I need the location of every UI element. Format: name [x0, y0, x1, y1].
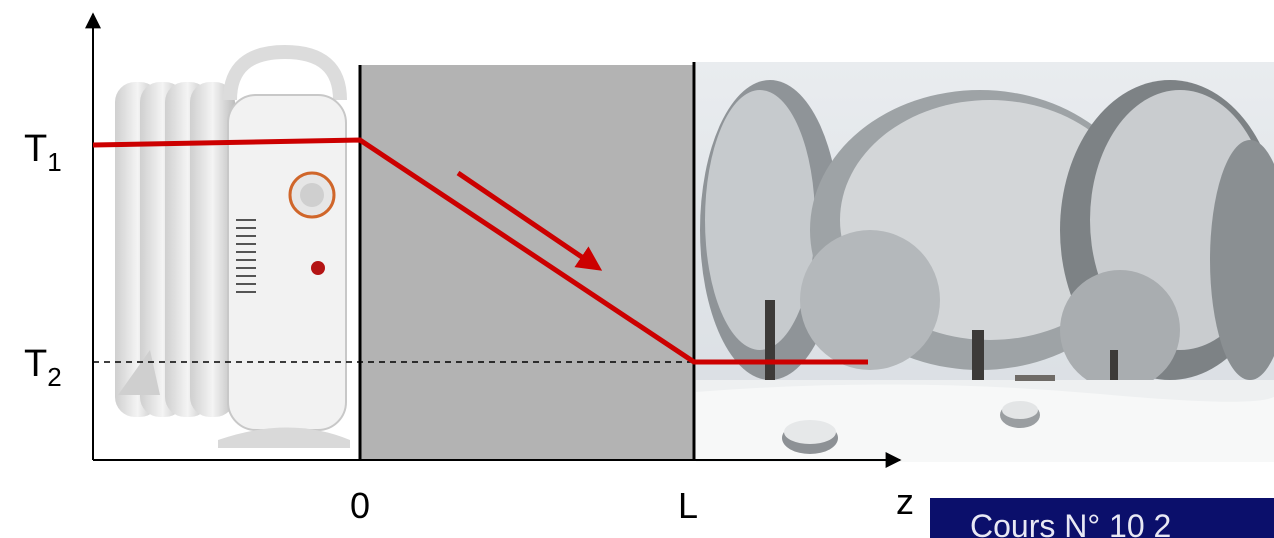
- t1-main: T: [24, 128, 48, 170]
- heat-flux-arrow: [456, 170, 603, 271]
- temperature-profile: [92, 137, 868, 365]
- x-tick-L: L: [678, 485, 699, 526]
- course-badge: Cours N° 10 2: [930, 498, 1274, 538]
- t1-label: T1: [24, 130, 62, 175]
- t2-main: T: [24, 343, 48, 385]
- x-axis-label-z: z: [896, 481, 914, 522]
- radiator-image: [115, 44, 350, 448]
- t2-label: T2: [24, 345, 62, 390]
- wall-slab: [360, 65, 694, 460]
- x-tick-zero: 0: [350, 485, 371, 526]
- t1-subscript: 1: [47, 147, 62, 177]
- winter-landscape-image: [696, 62, 1274, 462]
- t2-subscript: 2: [47, 362, 62, 392]
